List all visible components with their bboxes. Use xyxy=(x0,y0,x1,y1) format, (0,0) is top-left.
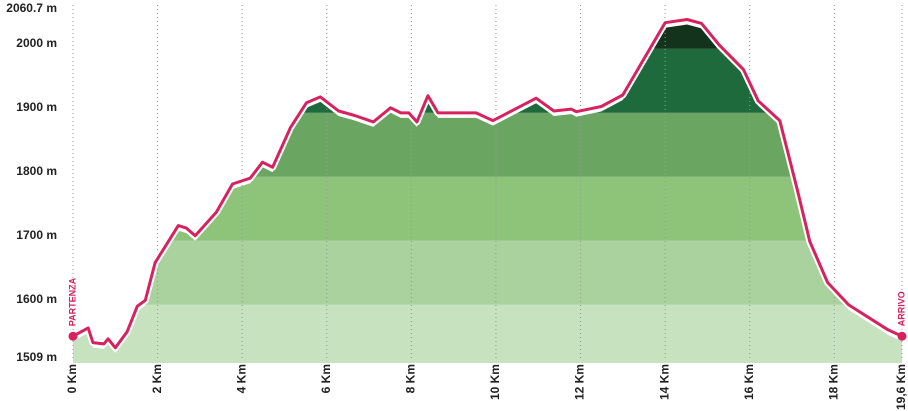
x-tick-label: 4 Km xyxy=(234,364,248,393)
end-marker-label: ARRIVO xyxy=(896,291,906,326)
x-tick-label: 0 Km xyxy=(65,364,79,393)
start-marker xyxy=(68,331,78,341)
y-tick-label: 1800 m xyxy=(16,164,57,178)
end-marker xyxy=(897,331,907,341)
elevation-line xyxy=(72,18,903,350)
area-bands xyxy=(73,24,902,363)
y-tick-label: 1509 m xyxy=(16,350,57,364)
elevation-band xyxy=(73,24,902,49)
x-tick-label: 8 Km xyxy=(404,364,418,393)
x-tick-label: 12 Km xyxy=(573,364,587,400)
y-tick-label: 1700 m xyxy=(16,228,57,242)
elevation-band xyxy=(73,48,902,113)
x-tick-label: 6 Km xyxy=(319,364,333,393)
x-tick-label: 18 Km xyxy=(826,364,840,400)
x-tick-label: 14 Km xyxy=(657,364,671,400)
elevation-band xyxy=(73,240,902,305)
x-tick-label: 10 Km xyxy=(488,364,502,400)
y-tick-label: 1900 m xyxy=(16,100,57,114)
y-tick-label: 1600 m xyxy=(16,292,57,306)
x-tick-label: 19,6 Km xyxy=(894,364,908,410)
x-tick-label: 16 Km xyxy=(742,364,756,400)
start-marker-label: PARTENZA xyxy=(67,277,77,326)
y-tick-label: 2000 m xyxy=(16,36,57,50)
x-tick-label: 2 Km xyxy=(150,364,164,393)
elevation-band xyxy=(73,304,902,363)
y-tick-label: 2060.7 m xyxy=(6,1,57,15)
